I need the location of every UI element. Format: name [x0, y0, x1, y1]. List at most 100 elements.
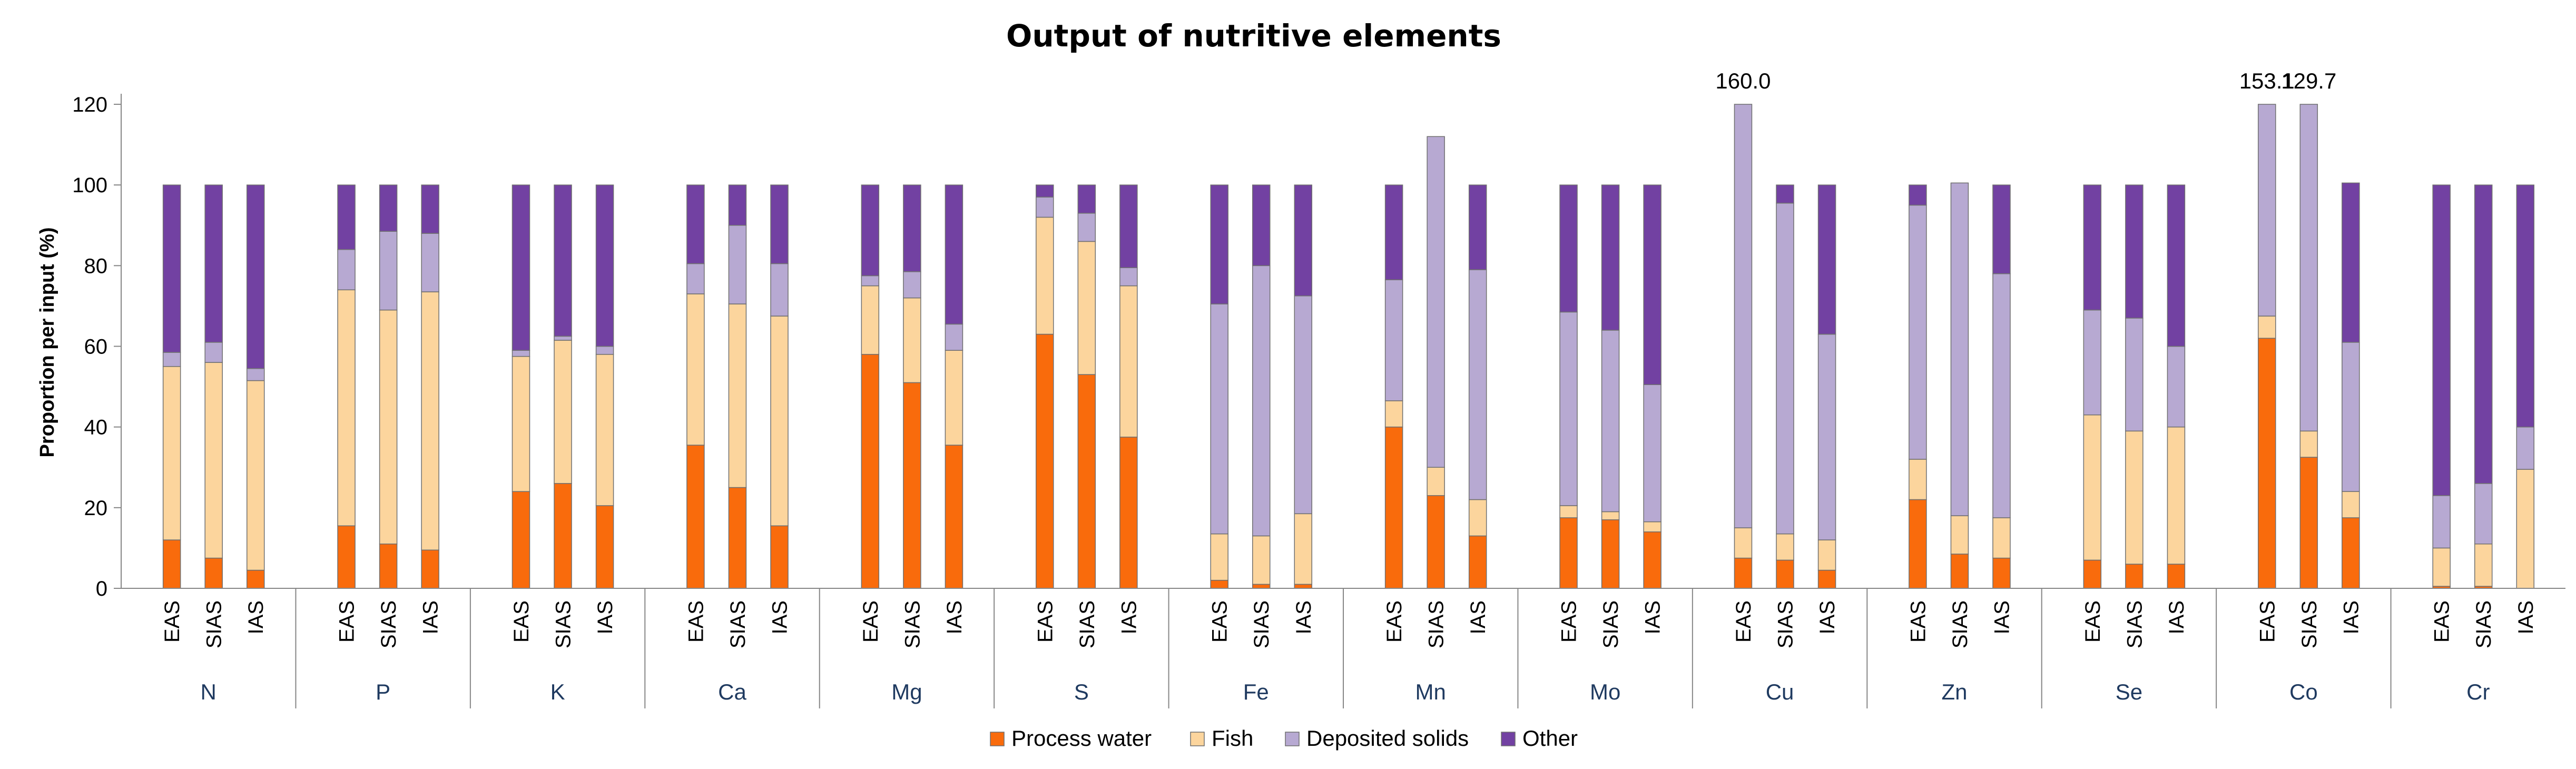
y-tick-label: 0: [96, 577, 107, 600]
bar-cr-eas-other: [2432, 184, 2451, 496]
bar-p-eas-other: [337, 184, 356, 250]
bar-zn-ias-fish: [1992, 517, 2011, 559]
x-tick-label-p-ias: IAS: [419, 600, 443, 634]
bar-p-ias-deposited-solids: [421, 233, 439, 292]
x-tick-label-s-ias: IAS: [1117, 600, 1140, 634]
bar-cu-sias-process-water: [1776, 559, 1794, 589]
bar-zn-sias-deposited-solids: [1950, 182, 1969, 516]
bar-co-sias-fish: [2299, 430, 2318, 458]
bar-cu-ias-fish: [1817, 539, 1836, 571]
x-tick-label-co-eas: EAS: [2256, 600, 2279, 643]
bar-mo-eas-process-water: [1559, 517, 1578, 589]
x-tick-label-n-ias: IAS: [244, 600, 268, 634]
x-tick-label-k-eas: EAS: [510, 600, 533, 643]
bar-cu-sias-fish: [1776, 533, 1794, 561]
bar-n-sias-other: [204, 184, 223, 343]
bar-k-eas-fish: [512, 356, 530, 492]
bar-n-sias-fish: [204, 362, 223, 559]
bar-co-sias-process-water: [2299, 457, 2318, 589]
bar-se-sias-process-water: [2125, 564, 2144, 589]
bar-fe-ias-other: [1294, 184, 1313, 297]
bar-mg-sias-other: [903, 184, 921, 272]
bar-co-eas-process-water: [2258, 338, 2276, 589]
bar-fe-ias-deposited-solids: [1294, 295, 1313, 515]
bar-zn-sias-fish: [1950, 515, 1969, 555]
annotation-co-eas: 153.1: [2239, 68, 2295, 93]
bar-co-ias-fish: [2342, 491, 2360, 518]
bar-s-ias-process-water: [1119, 437, 1138, 589]
bar-p-eas-deposited-solids: [337, 249, 356, 291]
x-tick-label-zn-sias: SIAS: [1949, 600, 1972, 648]
group-label-zn: Zn: [1941, 679, 1967, 704]
group-label-ca: Ca: [718, 679, 746, 704]
bar-fe-sias-fish: [1252, 535, 1271, 585]
bar-ca-ias-other: [770, 184, 789, 264]
bar-co-eas-fish: [2258, 316, 2276, 339]
group-label-cr: Cr: [2466, 679, 2490, 704]
x-tick-label-cr-eas: EAS: [2431, 600, 2454, 643]
x-tick-label-ca-ias: IAS: [768, 600, 791, 634]
bar-p-ias-process-water: [421, 549, 439, 589]
bar-p-sias-deposited-solids: [379, 231, 398, 311]
bar-ca-eas-other: [686, 184, 705, 264]
bar-zn-eas-fish: [1909, 459, 1927, 500]
annotation-co-sias: 129.7: [2281, 68, 2336, 93]
x-tick-label-k-ias: IAS: [594, 600, 617, 634]
y-tick-label: 60: [84, 336, 108, 359]
bar-mg-ias-other: [945, 184, 963, 325]
y-axis: 0 20 40 60 80 100 120: [72, 93, 122, 600]
bar-n-ias-process-water: [246, 569, 265, 589]
y-tick-label: 100: [72, 174, 107, 197]
bar-mg-eas-fish: [861, 285, 880, 355]
bar-p-eas-process-water: [337, 525, 356, 589]
x-tick-label-fe-ias: IAS: [1292, 600, 1315, 634]
x-tick-label-se-sias: SIAS: [2123, 600, 2146, 648]
bar-p-ias-other: [421, 184, 439, 234]
bar-k-sias-other: [554, 184, 572, 337]
bar-zn-eas-deposited-solids: [1909, 204, 1927, 460]
legend-label-other: Other: [1522, 726, 1578, 751]
annotation-cu-eas: 160.0: [1715, 68, 1771, 93]
x-tick-label-co-ias: IAS: [2339, 600, 2363, 634]
bar-cr-ias-deposited-solids: [2516, 426, 2535, 470]
x-tick-label-mg-sias: SIAS: [901, 600, 924, 648]
bar-mg-eas-process-water: [861, 354, 880, 589]
x-tick-label-ca-sias: SIAS: [726, 600, 750, 648]
bar-s-ias-deposited-solids: [1119, 267, 1138, 287]
legend-label-process-water: Process water: [1011, 726, 1152, 751]
bar-zn-eas-other: [1909, 184, 1927, 206]
bar-mo-sias-deposited-solids: [1601, 330, 1620, 512]
bar-n-eas-fish: [162, 366, 181, 540]
bar-zn-ias-process-water: [1992, 557, 2011, 589]
bar-co-ias-process-water: [2342, 517, 2360, 589]
bar-co-eas-deposited-solids: [2258, 104, 2276, 317]
bar-fe-eas-other: [1210, 184, 1228, 304]
bar-n-sias-process-water: [204, 557, 223, 589]
bar-k-ias-deposited-solids: [595, 346, 614, 355]
legend-label-deposited-solids: Deposited solids: [1306, 726, 1469, 751]
bar-cu-sias-deposited-solids: [1776, 202, 1794, 535]
group-label-s: S: [1074, 679, 1089, 704]
x-tick-label-n-sias: SIAS: [203, 600, 226, 648]
bar-se-ias-process-water: [2167, 564, 2186, 589]
bar-cr-eas-deposited-solids: [2432, 495, 2451, 549]
x-tick-label-p-eas: EAS: [336, 600, 359, 643]
x-tick-label-p-sias: SIAS: [377, 600, 400, 648]
bar-k-ias-process-water: [595, 505, 614, 589]
bar-cr-sias-fish: [2474, 544, 2493, 587]
bar-p-ias-fish: [421, 291, 439, 550]
bar-cr-ias-fish: [2516, 469, 2535, 589]
bar-p-sias-fish: [379, 309, 398, 545]
group-label-k: K: [550, 679, 565, 704]
bar-s-sias-fish: [1077, 241, 1096, 375]
bar-s-sias-process-water: [1077, 374, 1096, 589]
bar-ca-eas-deposited-solids: [686, 263, 705, 294]
bar-fe-eas-deposited-solids: [1210, 303, 1228, 535]
bar-se-ias-deposited-solids: [2167, 346, 2186, 428]
bar-s-sias-deposited-solids: [1077, 213, 1096, 242]
bar-n-sias-deposited-solids: [204, 342, 223, 363]
bar-fe-ias-process-water: [1294, 584, 1313, 589]
x-tick-label-mg-eas: EAS: [859, 600, 882, 643]
y-tick-label: 120: [72, 93, 107, 116]
bar-k-eas-process-water: [512, 491, 530, 589]
